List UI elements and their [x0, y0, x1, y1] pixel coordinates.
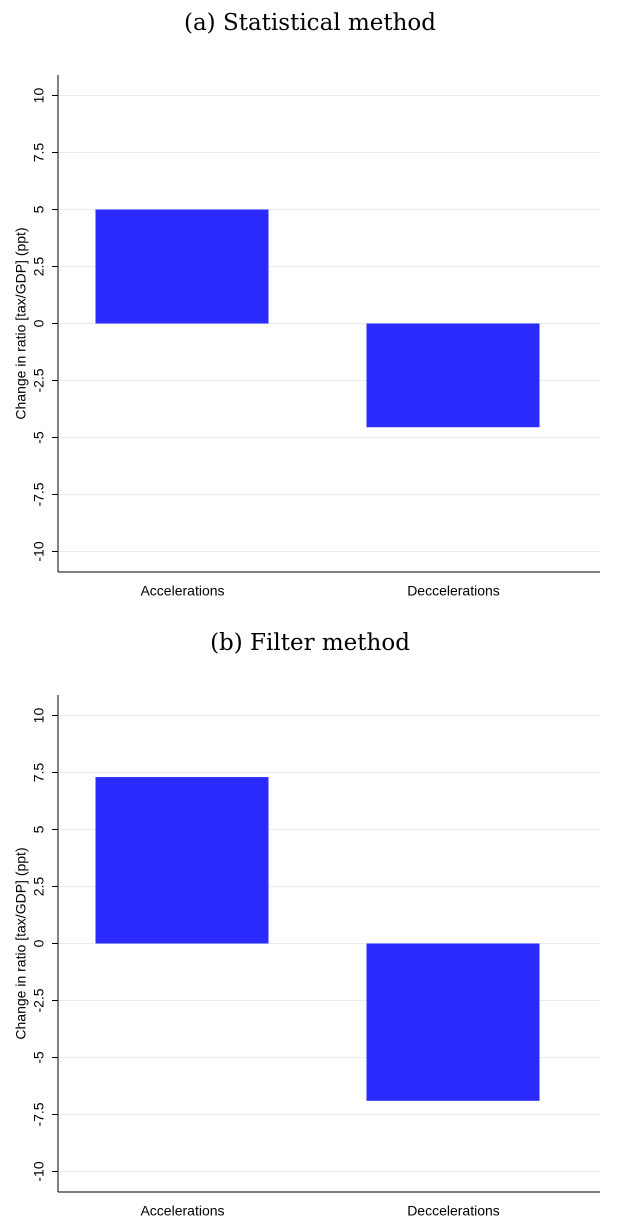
x-tick-label: Deccelerations: [407, 1203, 500, 1219]
y-tick-label: 5: [31, 205, 47, 213]
y-tick-label: 5: [31, 825, 47, 833]
y-tick-label: 10: [31, 708, 47, 724]
bar: [95, 209, 269, 324]
y-axis-label: Change in ratio [tax/GDP] (ppt): [13, 227, 29, 419]
y-tick-label: -10: [31, 1161, 47, 1181]
y-tick-label: -2.5: [31, 368, 47, 392]
y-axis-label: Change in ratio [tax/GDP] (ppt): [13, 847, 29, 1039]
y-tick-label: 10: [31, 88, 47, 104]
y-tick-label: 7.5: [31, 143, 47, 163]
x-tick-label: Accelerations: [140, 1203, 224, 1219]
y-tick-label: 2.5: [31, 257, 47, 277]
y-tick-label: 2.5: [31, 877, 47, 897]
y-tick-label: -10: [31, 541, 47, 561]
bar: [95, 777, 269, 944]
y-tick-label: -7.5: [31, 1102, 47, 1126]
bar: [366, 943, 540, 1101]
x-tick-label: Accelerations: [140, 583, 224, 599]
y-tick-label: 0: [31, 319, 47, 327]
x-tick-label: Deccelerations: [407, 583, 500, 599]
bar: [366, 323, 540, 428]
y-tick-label: -5: [31, 431, 47, 444]
chart-title: (b) Filter method: [210, 630, 410, 656]
chart-title: (a) Statistical method: [184, 10, 436, 36]
y-tick-label: -2.5: [31, 988, 47, 1012]
y-tick-label: 0: [31, 939, 47, 947]
y-tick-label: -7.5: [31, 482, 47, 506]
y-tick-label: -5: [31, 1051, 47, 1064]
y-tick-label: 7.5: [31, 763, 47, 783]
